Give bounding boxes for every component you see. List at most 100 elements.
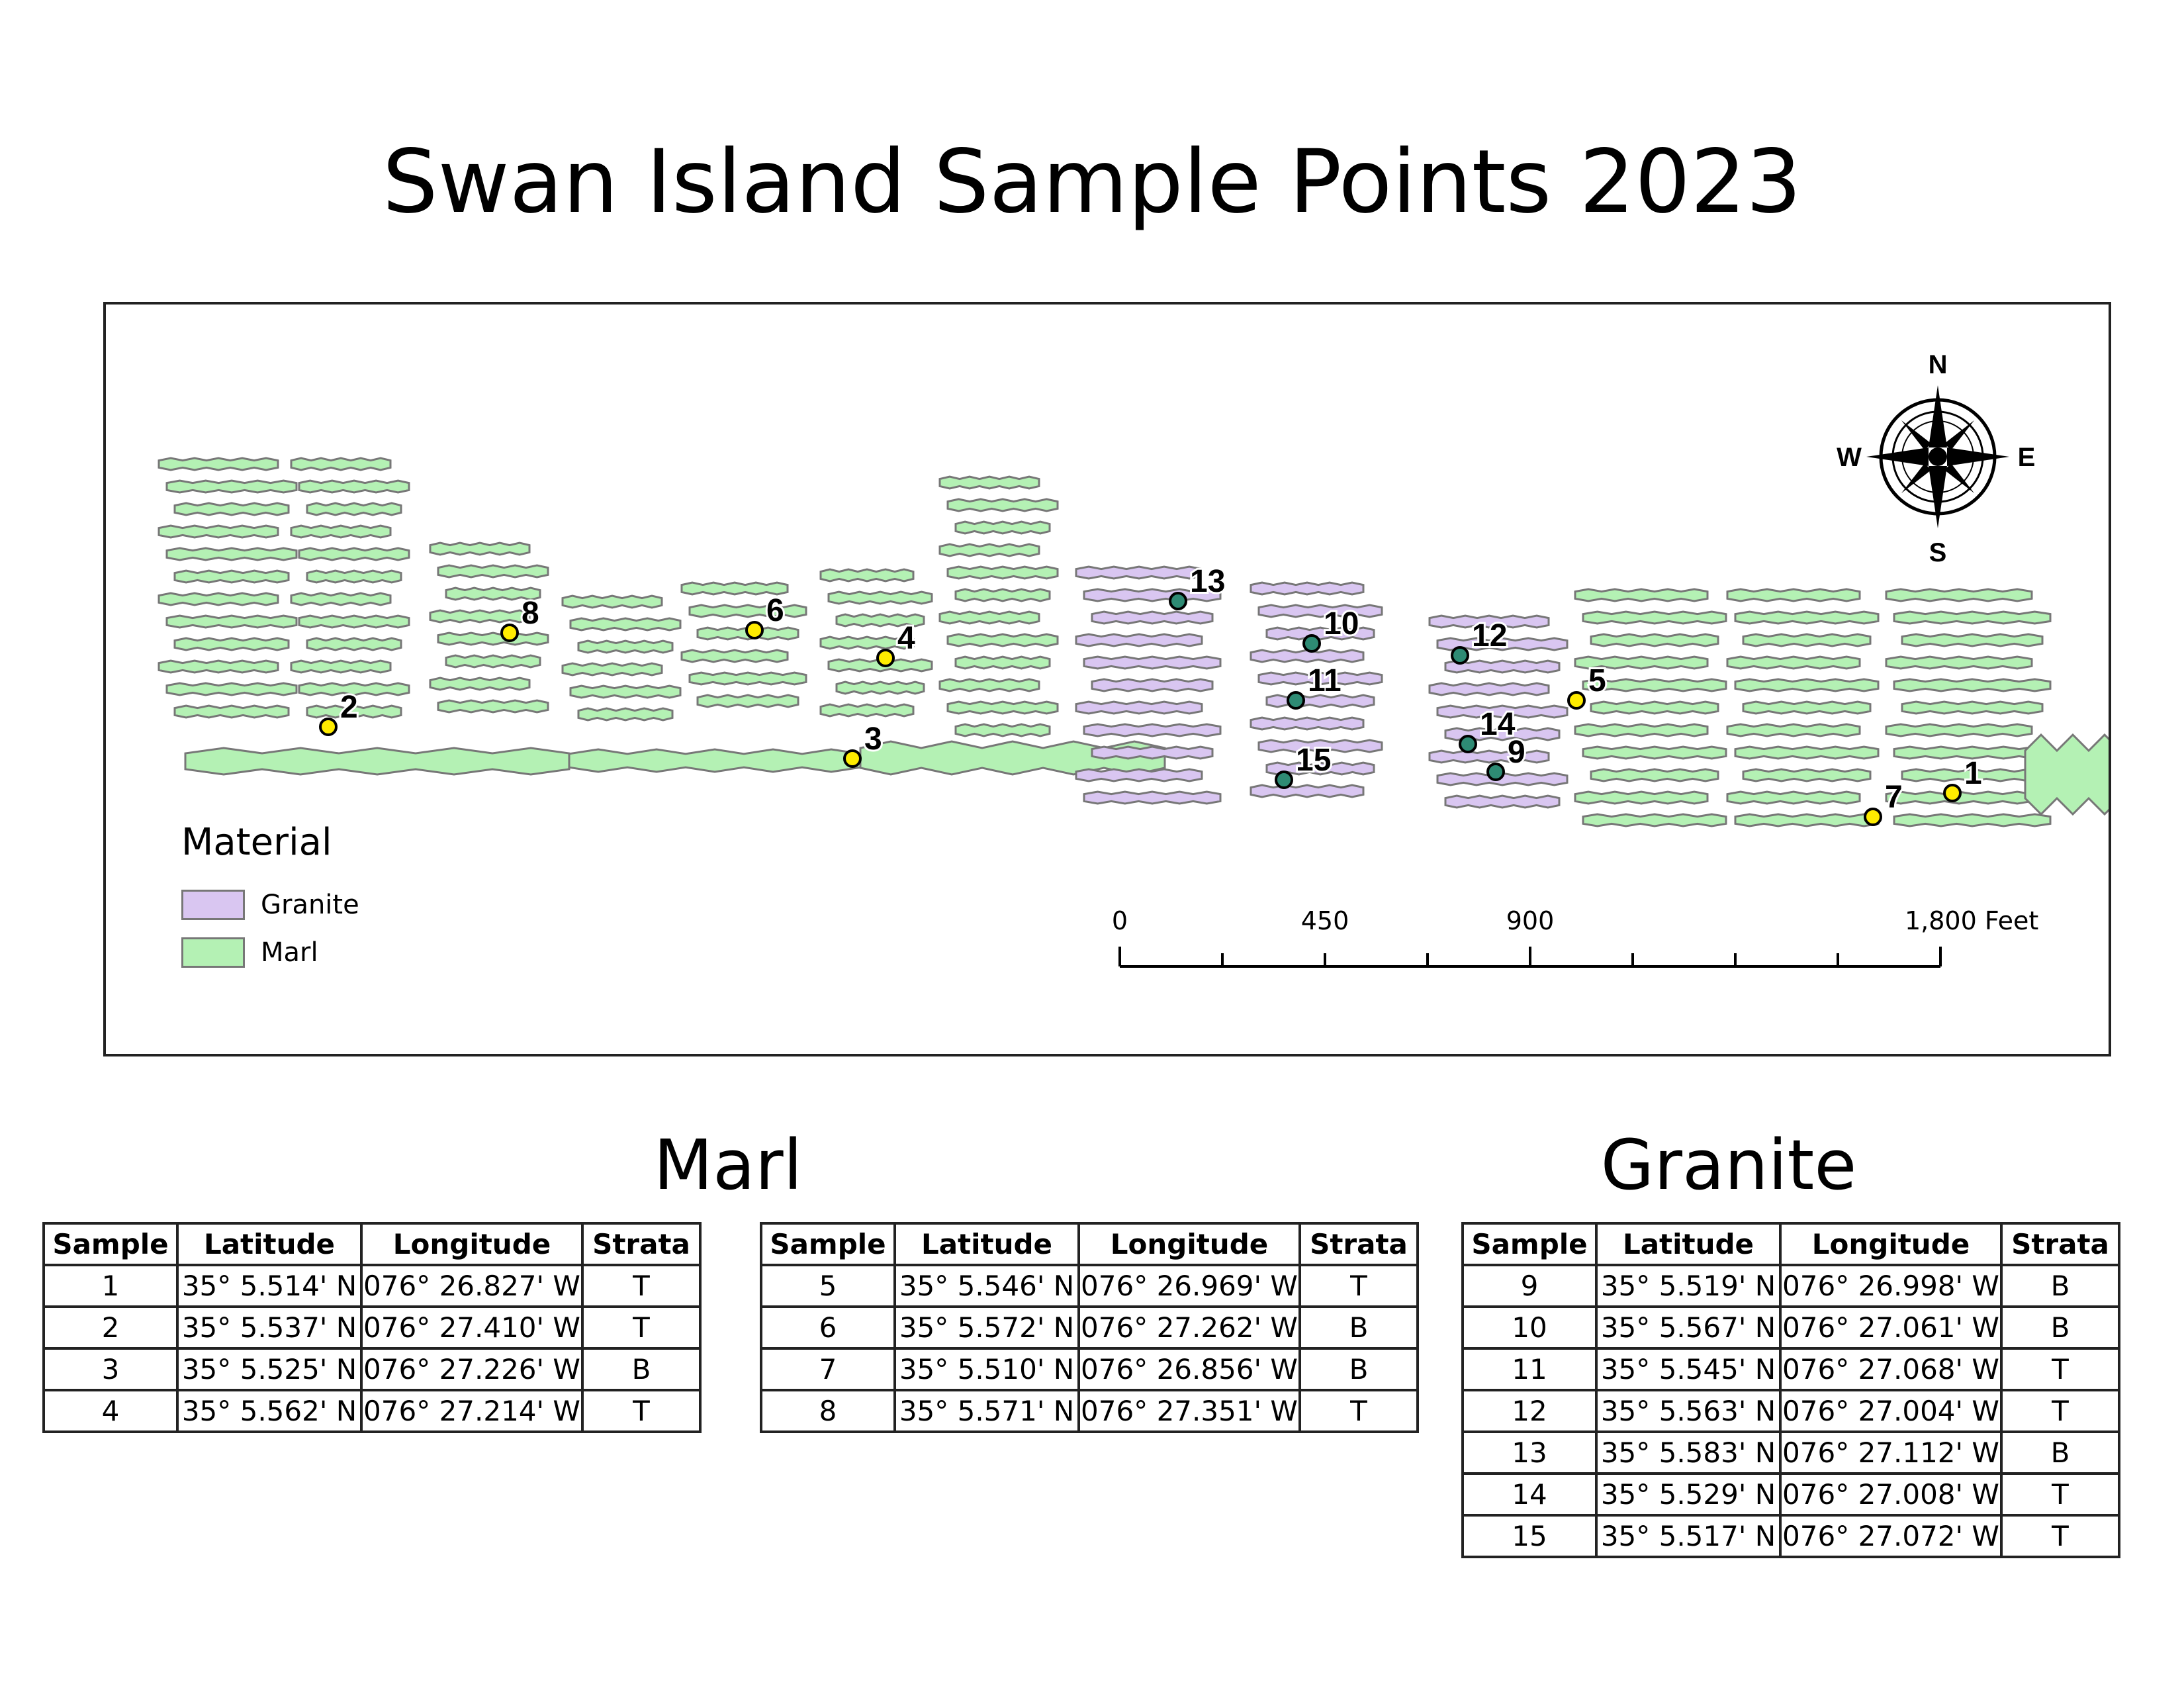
marl-strip	[445, 654, 541, 669]
table-cell: 13	[1461, 1430, 1598, 1475]
table-cell: 076° 27.068' W	[1779, 1347, 2003, 1391]
marl-strip	[298, 614, 410, 629]
sample-point-label: 5	[1588, 663, 1606, 698]
table-cell: 076° 27.061' W	[1779, 1305, 2003, 1350]
compass-n-label: N	[1929, 350, 1948, 379]
granite-strip	[1250, 784, 1365, 798]
sample-point-marker[interactable]	[1943, 784, 1962, 802]
sample-point-marker[interactable]	[319, 718, 338, 736]
map-frame[interactable]: 1 2 3 4 5 6 7 8 9 10 11 12 13 14 15 N S E W 0 450	[103, 302, 2111, 1056]
marl-strip	[946, 633, 1059, 647]
table-cell: 15	[1461, 1514, 1598, 1558]
sample-point-label: 3	[864, 722, 882, 757]
granite-table: Sample Latitude Longitude Strata 9 35° 5.519'…	[1461, 1222, 2120, 1558]
sample-point-marker[interactable]	[1287, 691, 1305, 710]
column-header: Longitude	[1077, 1222, 1301, 1266]
marl-strip	[290, 457, 392, 471]
marl-strip	[1742, 633, 1872, 647]
table-cell: T	[2000, 1472, 2120, 1517]
table-header-row: Sample Latitude Longitude Strata	[1461, 1222, 2120, 1266]
marl-strip	[1582, 813, 1727, 827]
granite-strip	[1265, 626, 1375, 641]
granite-strip	[1428, 749, 1550, 764]
table-cell: 9	[1461, 1264, 1598, 1308]
marl-strip	[938, 475, 1040, 490]
marl-strip	[173, 704, 290, 719]
scale-label-900: 900	[1506, 906, 1555, 935]
marl-strip	[954, 655, 1051, 670]
table-cell: T	[581, 1264, 702, 1308]
table-cell: B	[1298, 1305, 1419, 1350]
column-header: Sample	[760, 1222, 896, 1266]
table-cell: 35° 5.571' N	[893, 1389, 1080, 1433]
marl-strip	[298, 547, 410, 561]
table-cell: 076° 27.008' W	[1779, 1472, 2003, 1517]
sample-point-marker[interactable]	[1864, 808, 1882, 826]
legend-item-marl: Marl	[181, 929, 359, 976]
table-cell: T	[1298, 1389, 1419, 1433]
table-cell: B	[1298, 1347, 1419, 1391]
legend-item-granite: Granite	[181, 881, 359, 929]
sample-point-marker[interactable]	[1275, 771, 1293, 789]
marl-strip	[1726, 790, 1861, 805]
table-cell: 35° 5.583' N	[1595, 1430, 1782, 1475]
sample-point-marker[interactable]	[745, 621, 764, 639]
legend: Material Granite Marl	[181, 821, 359, 976]
marl-table-2: Sample Latitude Longitude Strata 5 35° 5.546'…	[760, 1222, 1419, 1433]
sample-point-marker[interactable]	[1567, 691, 1586, 710]
sample-point-marker[interactable]	[843, 749, 862, 768]
granite-strip	[1436, 637, 1569, 651]
sample-point-label: 6	[766, 593, 784, 628]
table-cell: 35° 5.517' N	[1595, 1514, 1782, 1558]
granite-strip	[1444, 659, 1561, 674]
marl-strip	[165, 479, 298, 494]
marl-strip	[165, 682, 298, 696]
marl-strip	[1885, 723, 2033, 737]
sample-point-label: 11	[1308, 663, 1342, 698]
table-cell: 076° 27.112' W	[1779, 1430, 2003, 1475]
sample-point-label: 14	[1480, 707, 1516, 742]
marl-strip	[165, 614, 298, 629]
table-cell: 076° 26.998' W	[1779, 1264, 2003, 1308]
sample-point-marker[interactable]	[1302, 634, 1321, 653]
sample-point-marker[interactable]	[1169, 592, 1187, 610]
marl-strip	[946, 700, 1059, 715]
sample-point-marker[interactable]	[1459, 735, 1477, 753]
table-cell: 35° 5.546' N	[893, 1264, 1080, 1308]
marl-strip	[1901, 633, 2044, 647]
table-cell: T	[2000, 1389, 2120, 1433]
table-cell: 2	[42, 1305, 179, 1350]
marl-strip	[938, 610, 1040, 625]
marl-strip	[954, 588, 1051, 602]
marl-strip	[938, 543, 1040, 557]
sample-point-marker[interactable]	[876, 649, 895, 667]
marl-strip	[954, 520, 1051, 535]
sample-point-marker[interactable]	[500, 624, 519, 642]
column-header: Longitude	[360, 1222, 584, 1266]
granite-strip	[1075, 700, 1203, 715]
marl-strip	[835, 613, 925, 628]
granite-strip	[1250, 581, 1365, 596]
granite-strip	[1436, 704, 1569, 719]
table-cell: 076° 26.969' W	[1077, 1264, 1301, 1308]
marl-strip	[577, 639, 674, 654]
sample-point-marker[interactable]	[1486, 763, 1505, 781]
marl-strip	[680, 649, 789, 663]
compass-north-arrow	[1929, 385, 1947, 447]
column-header: Strata	[1298, 1222, 1419, 1266]
table-cell: 35° 5.519' N	[1595, 1264, 1782, 1308]
marl-strip	[1901, 700, 2044, 715]
granite-strip	[1428, 682, 1550, 696]
marl-strip	[437, 632, 549, 646]
table-cell: 10	[1461, 1305, 1598, 1350]
marl-strip	[306, 704, 402, 719]
table-cell: 7	[760, 1347, 896, 1391]
sample-point-marker[interactable]	[1451, 646, 1469, 665]
marl-strip	[954, 723, 1051, 737]
marl-strip	[819, 703, 915, 718]
